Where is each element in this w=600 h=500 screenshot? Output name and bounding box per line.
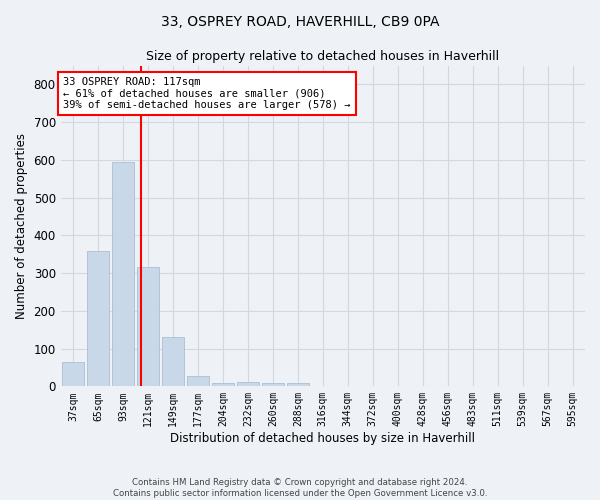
Bar bbox=[62, 362, 85, 386]
X-axis label: Distribution of detached houses by size in Haverhill: Distribution of detached houses by size … bbox=[170, 432, 475, 445]
Bar bbox=[287, 384, 309, 386]
Text: 33 OSPREY ROAD: 117sqm
← 61% of detached houses are smaller (906)
39% of semi-de: 33 OSPREY ROAD: 117sqm ← 61% of detached… bbox=[63, 77, 350, 110]
Bar bbox=[262, 382, 284, 386]
Bar bbox=[212, 382, 234, 386]
Y-axis label: Number of detached properties: Number of detached properties bbox=[15, 133, 28, 319]
Bar bbox=[112, 162, 134, 386]
Title: Size of property relative to detached houses in Haverhill: Size of property relative to detached ho… bbox=[146, 50, 499, 63]
Text: 33, OSPREY ROAD, HAVERHILL, CB9 0PA: 33, OSPREY ROAD, HAVERHILL, CB9 0PA bbox=[161, 15, 439, 29]
Text: Contains HM Land Registry data © Crown copyright and database right 2024.
Contai: Contains HM Land Registry data © Crown c… bbox=[113, 478, 487, 498]
Bar bbox=[137, 268, 159, 386]
Bar bbox=[236, 382, 259, 386]
Bar bbox=[162, 338, 184, 386]
Bar bbox=[187, 376, 209, 386]
Bar bbox=[87, 251, 109, 386]
